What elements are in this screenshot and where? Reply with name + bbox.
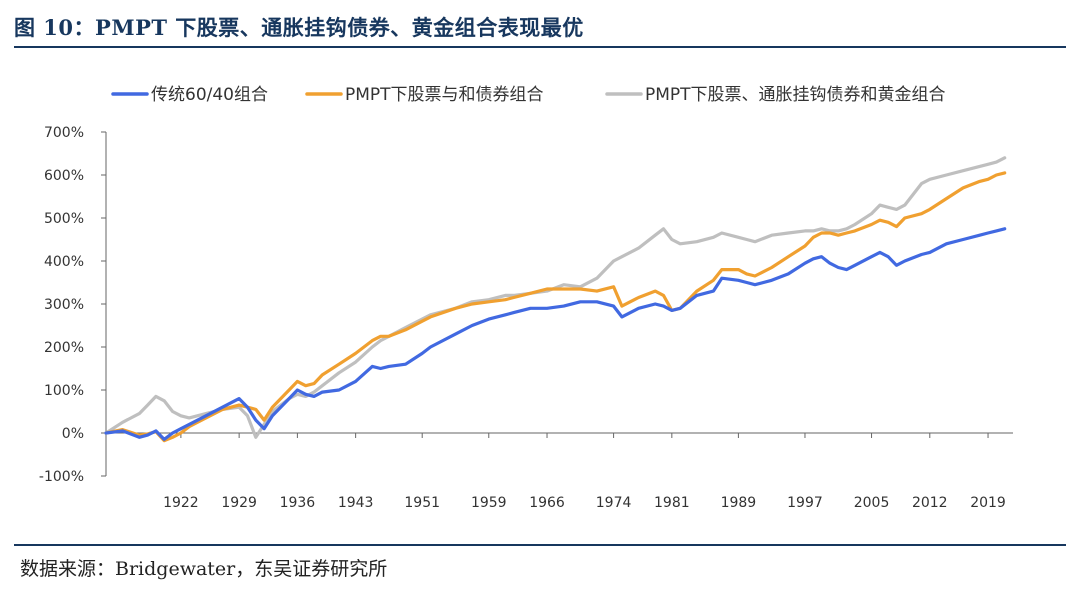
chart-legend: 传统60/40组合 PMPT下股票与和债券组合 PMPT下股票、通胀挂钩债券和黄金组… bbox=[111, 85, 946, 105]
y-tick-label: 0% bbox=[62, 426, 84, 442]
title-divider bbox=[14, 46, 1066, 48]
series-line-2 bbox=[104, 156, 1007, 439]
x-tick-label: 1943 bbox=[338, 495, 374, 511]
legend-label-0: 传统60/40组合 bbox=[151, 85, 268, 105]
x-tick-label: 1989 bbox=[721, 495, 757, 511]
legend-label-2: PMPT下股票、通胀挂钩债券和黄金组合 bbox=[645, 85, 946, 105]
legend-label-1: PMPT下股票与和债券组合 bbox=[345, 85, 544, 105]
x-tick-label: 1951 bbox=[404, 495, 440, 511]
x-tick-label: 1959 bbox=[471, 495, 507, 511]
y-tick-label: 700% bbox=[44, 125, 84, 141]
y-tick-label: 500% bbox=[44, 211, 84, 227]
x-tick-label: 1929 bbox=[221, 495, 257, 511]
series-line-0 bbox=[104, 227, 1007, 441]
x-tick-label: 1966 bbox=[529, 495, 565, 511]
chart-axes: -100% 0% 100% 200% 300% 400% 500% 600% 700% 1922 1… bbox=[39, 125, 1013, 511]
y-tick-label: 100% bbox=[44, 383, 84, 399]
chart-series bbox=[104, 156, 1007, 443]
y-tick-label: 600% bbox=[44, 168, 84, 184]
figure-title: 图 10：PMPT 下股票、通胀挂钩债券、黄金组合表现最优 bbox=[14, 15, 584, 40]
line-chart: 传统60/40组合 PMPT下股票与和债券组合 PMPT下股票、通胀挂钩债券和黄金组… bbox=[39, 85, 1013, 511]
source-divider bbox=[14, 544, 1066, 546]
x-tick-label: 2019 bbox=[970, 495, 1006, 511]
y-tick-label: 300% bbox=[44, 297, 84, 313]
source-note: 数据来源：Bridgewater，东吴证券研究所 bbox=[20, 558, 388, 580]
x-tick-label: 1997 bbox=[787, 495, 823, 511]
y-tick-label: 200% bbox=[44, 340, 84, 356]
x-tick-label: 1974 bbox=[596, 495, 632, 511]
x-tick-label: 2005 bbox=[854, 495, 890, 511]
x-tick-label: 1936 bbox=[280, 495, 316, 511]
x-tick-label: 2012 bbox=[912, 495, 948, 511]
y-tick-label: -100% bbox=[39, 469, 84, 485]
x-tick-label: 1981 bbox=[654, 495, 690, 511]
y-tick-label: 400% bbox=[44, 254, 84, 270]
x-tick-label: 1922 bbox=[163, 495, 199, 511]
